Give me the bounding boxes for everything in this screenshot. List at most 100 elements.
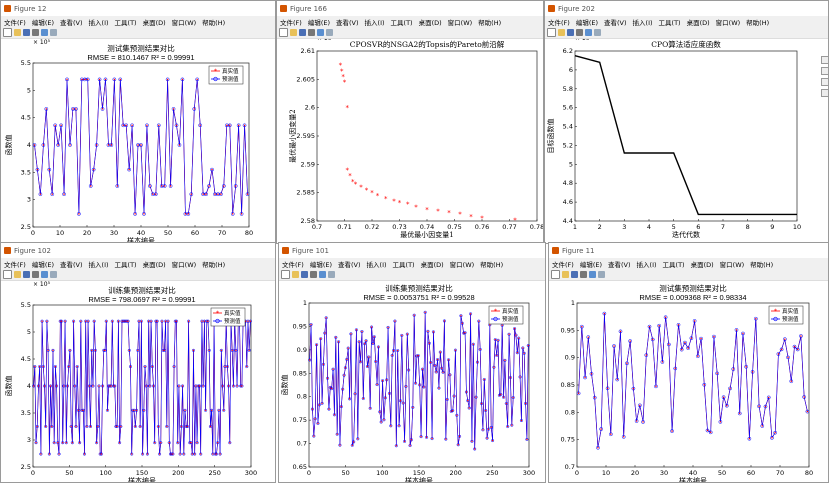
menu-tools[interactable]: 工具(T)	[390, 18, 413, 27]
title-bar[interactable]: Figure 166	[277, 1, 543, 16]
print-icon[interactable]	[580, 271, 587, 278]
save-icon[interactable]	[23, 29, 30, 36]
open-icon[interactable]	[14, 271, 21, 278]
new-icon[interactable]	[547, 28, 556, 37]
title-bar[interactable]: Figure 11	[549, 243, 828, 258]
edit-plot-icon[interactable]	[594, 29, 601, 36]
menu-window[interactable]: 窗口(W)	[447, 18, 473, 27]
menu-view[interactable]: 查看(V)	[608, 260, 631, 269]
dock-icon[interactable]	[585, 29, 592, 36]
zoom-out-icon[interactable]	[821, 67, 828, 75]
print-icon[interactable]	[308, 29, 315, 36]
menu-view[interactable]: 查看(V)	[60, 260, 83, 269]
save-icon[interactable]	[301, 271, 308, 278]
new-icon[interactable]	[3, 270, 12, 279]
edit-plot-icon[interactable]	[598, 271, 605, 278]
figure-window-6[interactable]: Figure 11 文件(F) 编辑(E) 查看(V) 插入(I) 工具(T) 桌面(D)…	[548, 242, 829, 483]
menu-edit[interactable]: 编辑(E)	[307, 18, 330, 27]
menu-desktop[interactable]: 桌面(D)	[418, 18, 442, 27]
new-icon[interactable]	[551, 270, 560, 279]
menu-window[interactable]: 窗口(W)	[171, 260, 197, 269]
menu-help[interactable]: 帮助(H)	[478, 18, 502, 27]
menu-help[interactable]: 帮助(H)	[202, 260, 226, 269]
figure-window-2[interactable]: Figure 166 文件(F) 编辑(E) 查看(V) 插入(I) 工具(T) 桌面(D…	[276, 0, 544, 244]
edit-plot-icon[interactable]	[328, 271, 335, 278]
menu-edit[interactable]: 编辑(E)	[579, 260, 602, 269]
menu-insert[interactable]: 插入(I)	[88, 18, 109, 27]
menu-insert[interactable]: 插入(I)	[364, 18, 385, 27]
menu-file[interactable]: 文件(F)	[552, 260, 574, 269]
menu-edit[interactable]: 编辑(E)	[31, 260, 54, 269]
menu-tools[interactable]: 工具(T)	[114, 260, 137, 269]
menu-tools[interactable]: 工具(T)	[658, 18, 681, 27]
open-icon[interactable]	[290, 29, 297, 36]
save-icon[interactable]	[299, 29, 306, 36]
print-icon[interactable]	[310, 271, 317, 278]
figure-window-4[interactable]: Figure 102 文件(F) 编辑(E) 查看(V) 插入(I) 工具(T) 桌面(D…	[0, 242, 276, 483]
dock-icon[interactable]	[319, 271, 326, 278]
home-icon[interactable]	[821, 89, 828, 97]
edit-plot-icon[interactable]	[326, 29, 333, 36]
menu-view[interactable]: 查看(V)	[338, 260, 361, 269]
menu-window[interactable]: 窗口(W)	[719, 260, 745, 269]
save-icon[interactable]	[567, 29, 574, 36]
menu-edit[interactable]: 编辑(E)	[309, 260, 332, 269]
menu-file[interactable]: 文件(F)	[4, 260, 26, 269]
zoom-in-icon[interactable]	[821, 56, 828, 64]
menu-view[interactable]: 查看(V)	[336, 18, 359, 27]
open-icon[interactable]	[292, 271, 299, 278]
menu-view[interactable]: 查看(V)	[60, 18, 83, 27]
menu-desktop[interactable]: 桌面(D)	[690, 260, 714, 269]
new-icon[interactable]	[281, 270, 290, 279]
new-icon[interactable]	[279, 28, 288, 37]
edit-plot-icon[interactable]	[50, 271, 57, 278]
plot-canvas[interactable]: CPO算法适应度函数 1 2 3 4 5 6 7 8 9 10 4.4 4.6 4.8 5 5.2 5.4 5.6…	[545, 39, 829, 244]
print-icon[interactable]	[576, 29, 583, 36]
figure-window-3[interactable]: Figure 202 文件(F) 编辑(E) 查看(V) 插入(I) 工具(T) 桌面(D…	[544, 0, 829, 244]
save-icon[interactable]	[23, 271, 30, 278]
pan-icon[interactable]	[821, 78, 828, 86]
menu-file[interactable]: 文件(F)	[4, 18, 26, 27]
menu-desktop[interactable]: 桌面(D)	[142, 18, 166, 27]
menu-desktop[interactable]: 桌面(D)	[420, 260, 444, 269]
menu-tools[interactable]: 工具(T)	[662, 260, 685, 269]
menu-edit[interactable]: 编辑(E)	[575, 18, 598, 27]
figure-window-5[interactable]: Figure 101 文件(F) 编辑(E) 查看(V) 插入(I) 工具(T) 桌面(D…	[278, 242, 546, 483]
menu-tools[interactable]: 工具(T)	[114, 18, 137, 27]
menu-help[interactable]: 帮助(H)	[202, 18, 226, 27]
dock-icon[interactable]	[589, 271, 596, 278]
menu-tools[interactable]: 工具(T)	[392, 260, 415, 269]
menu-window[interactable]: 窗口(W)	[171, 18, 197, 27]
menu-help[interactable]: 帮助(H)	[480, 260, 504, 269]
menu-window[interactable]: 窗口(W)	[449, 260, 475, 269]
open-icon[interactable]	[14, 29, 21, 36]
title-bar[interactable]: Figure 102	[1, 243, 275, 258]
new-icon[interactable]	[3, 28, 12, 37]
figure-window-1[interactable]: Figure 12 文件(F) 编辑(E) 查看(V) 插入(I) 工具(T) 桌面(D)…	[0, 0, 276, 244]
menu-insert[interactable]: 插入(I)	[88, 260, 109, 269]
dock-icon[interactable]	[317, 29, 324, 36]
dock-icon[interactable]	[41, 29, 48, 36]
menu-file[interactable]: 文件(F)	[280, 18, 302, 27]
menu-help[interactable]: 帮助(H)	[750, 260, 774, 269]
menu-insert[interactable]: 插入(I)	[632, 18, 653, 27]
title-bar[interactable]: Figure 202	[545, 1, 828, 16]
menu-desktop[interactable]: 桌面(D)	[142, 260, 166, 269]
title-bar[interactable]: Figure 101	[279, 243, 545, 258]
plot-canvas[interactable]: CPOSVR的NSGA2的Topsis的Pareto前沿解 0.7 0.71 0.72…	[277, 39, 544, 244]
menu-help[interactable]: 帮助(H)	[746, 18, 770, 27]
print-icon[interactable]	[32, 271, 39, 278]
edit-plot-icon[interactable]	[50, 29, 57, 36]
menu-file[interactable]: 文件(F)	[282, 260, 304, 269]
print-icon[interactable]	[32, 29, 39, 36]
save-icon[interactable]	[571, 271, 578, 278]
menu-edit[interactable]: 编辑(E)	[31, 18, 54, 27]
menu-insert[interactable]: 插入(I)	[636, 260, 657, 269]
menu-window[interactable]: 窗口(W)	[715, 18, 741, 27]
menu-view[interactable]: 查看(V)	[604, 18, 627, 27]
menu-desktop[interactable]: 桌面(D)	[686, 18, 710, 27]
